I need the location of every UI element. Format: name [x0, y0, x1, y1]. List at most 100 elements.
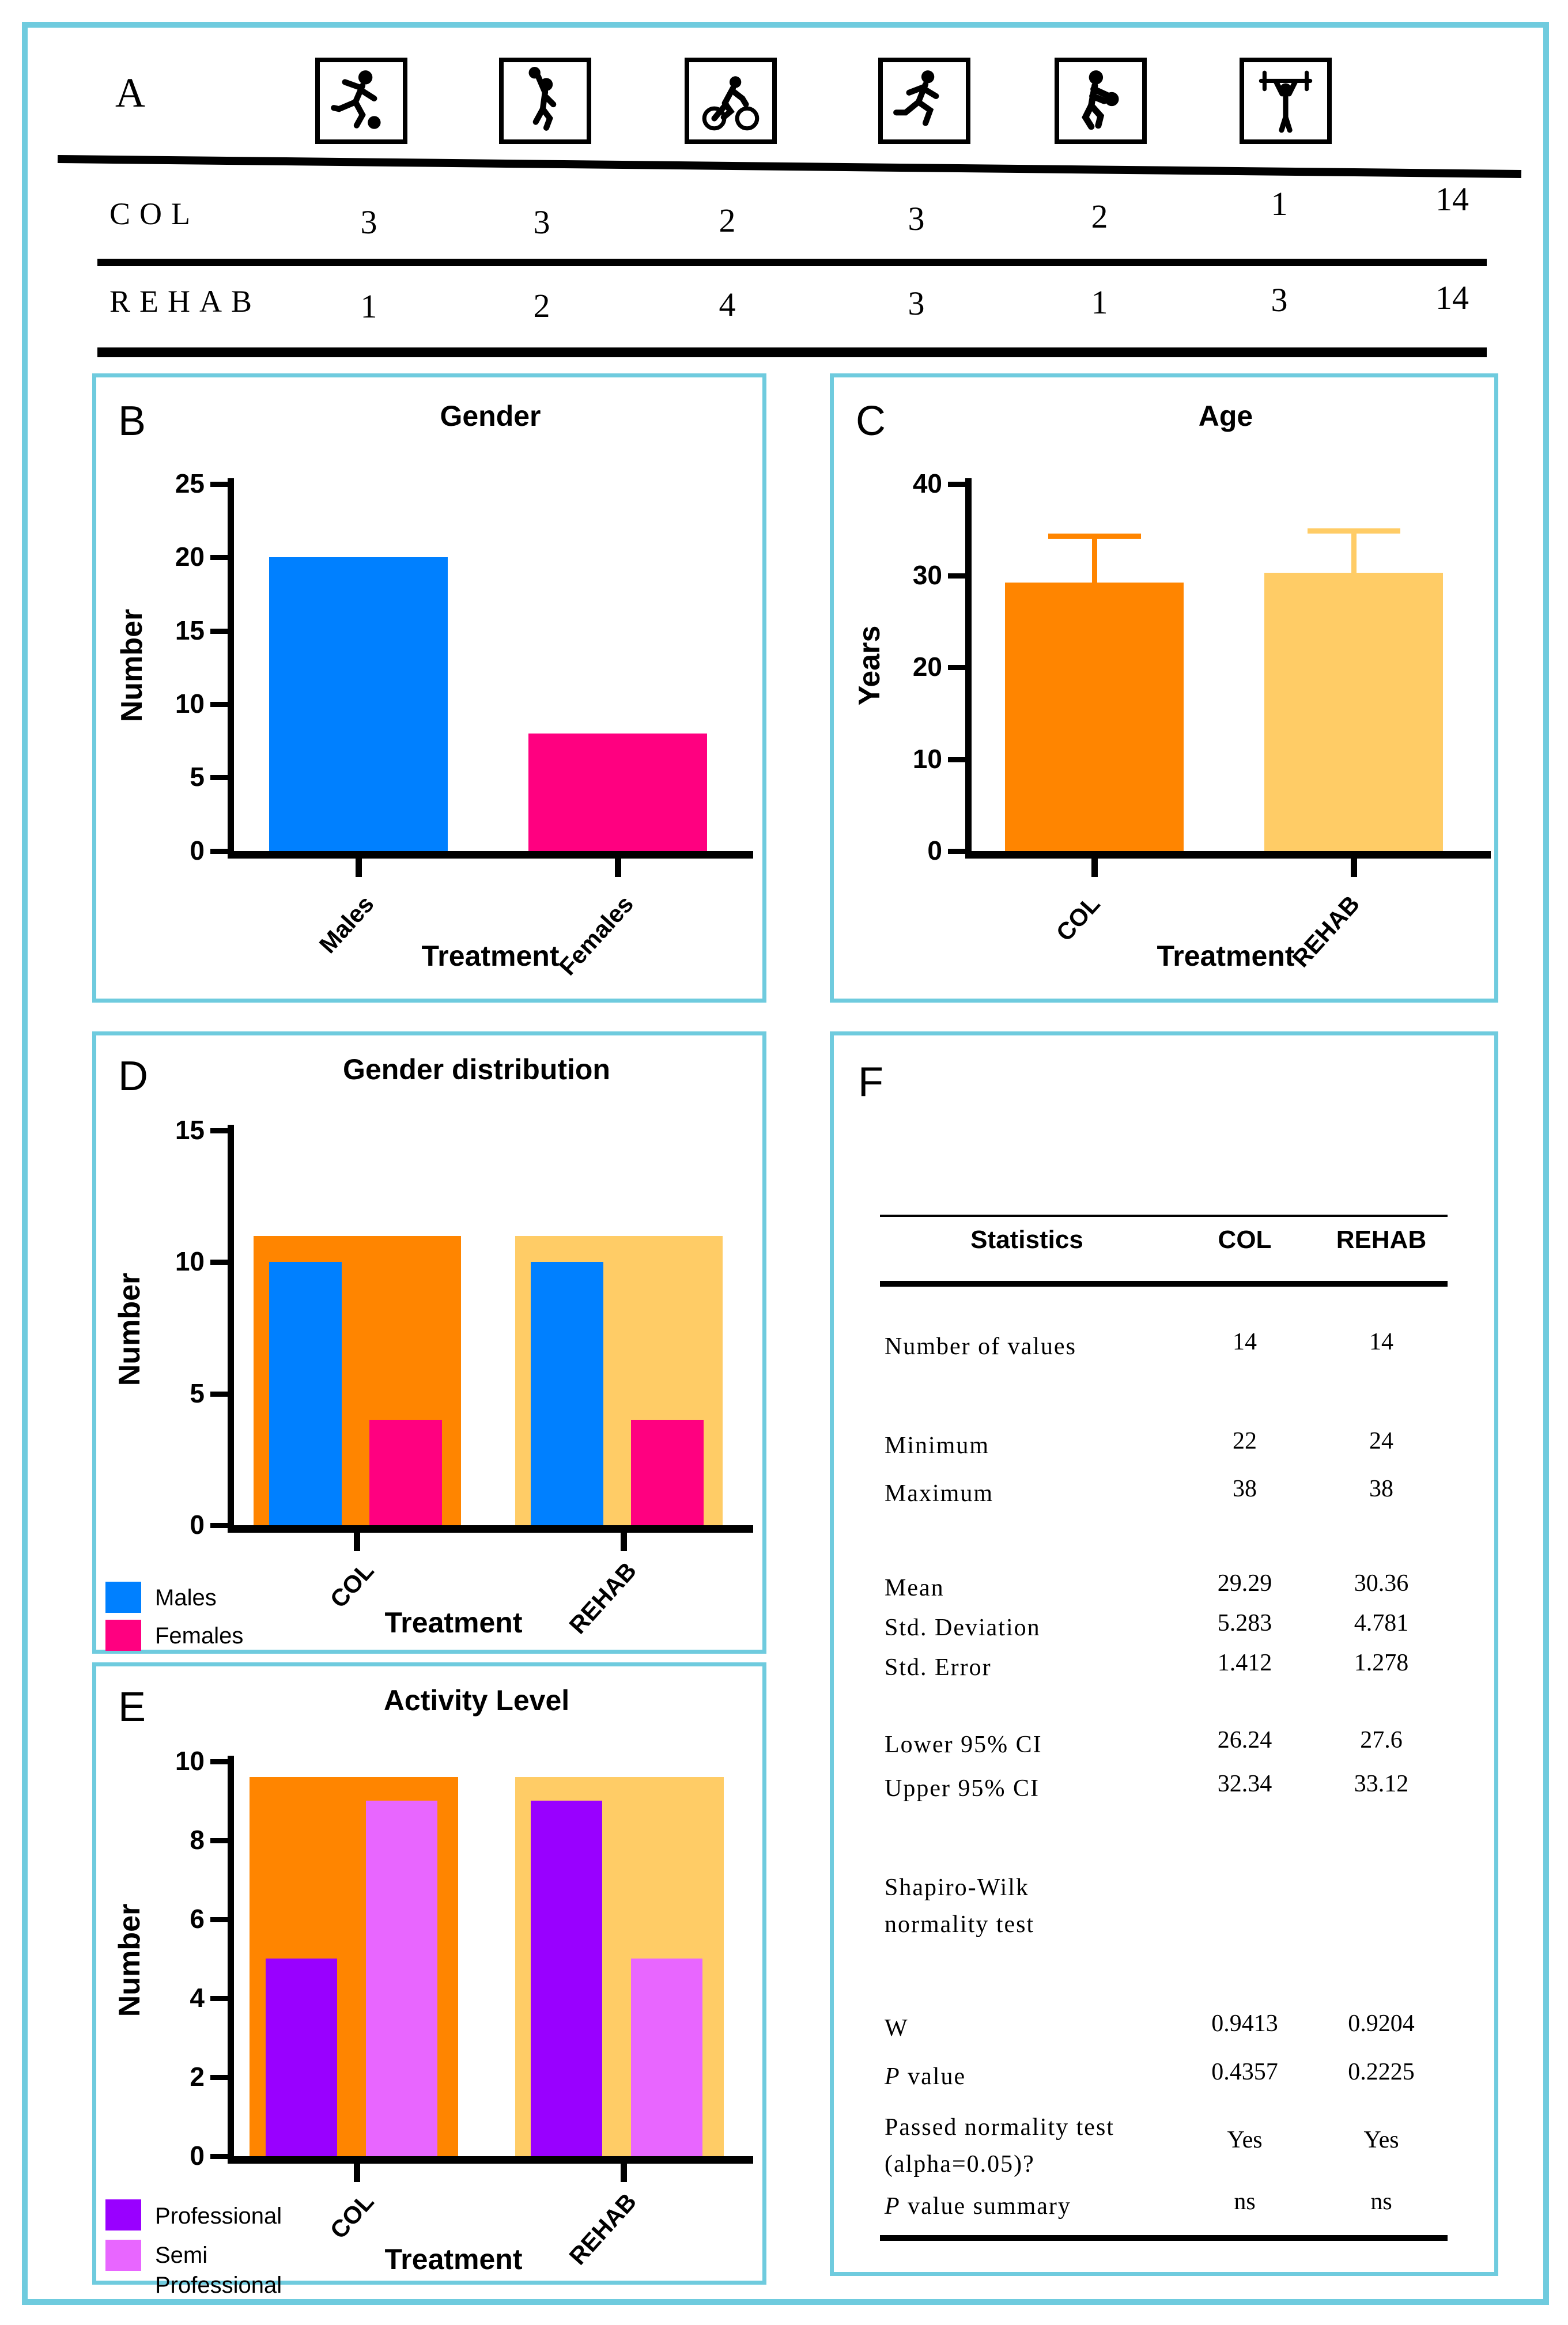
y-tick-label: 25	[175, 468, 205, 498]
stats-value: Yes	[1363, 2127, 1399, 2153]
table-cell: 1	[1271, 185, 1288, 222]
stats-value: 30.36	[1354, 1570, 1409, 1597]
x-category-label: Females	[553, 890, 638, 981]
y-tick	[210, 1917, 228, 1922]
x-tick	[621, 2164, 627, 2182]
y-tick-label: 20	[175, 542, 205, 572]
y-tick	[210, 1128, 228, 1133]
bar-col	[1005, 583, 1184, 851]
y-tick	[210, 702, 228, 707]
table-cell: 3	[1271, 281, 1288, 319]
y-tick	[210, 1523, 228, 1528]
table-cell: 1	[1091, 283, 1108, 321]
sport-icon-box	[315, 58, 407, 144]
panel-b-letter: B	[118, 398, 146, 444]
stats-value: 14	[1233, 1329, 1257, 1355]
bar-professional-rehab	[531, 1801, 602, 2156]
stats-row-label: Minimum	[885, 1432, 990, 1459]
panel-f-letter: F	[858, 1059, 883, 1105]
table-cell: 3	[908, 285, 925, 322]
y-axis	[228, 478, 234, 857]
y-tick	[210, 1838, 228, 1843]
x-category-label: REHAB	[1287, 890, 1365, 973]
x-category-label: COL	[324, 2188, 379, 2244]
stats-row-label: P value summary	[885, 2193, 1071, 2220]
y-tick	[210, 1759, 228, 1764]
y-tick	[210, 629, 228, 634]
stats-table-top-rule	[880, 1215, 1448, 1217]
y-tick-label: 15	[175, 1115, 205, 1145]
x-axis	[228, 1525, 753, 1533]
stats-value: 0.9204	[1348, 2010, 1415, 2037]
stats-value: Yes	[1227, 2127, 1263, 2153]
soccer-player-icon	[331, 70, 381, 129]
y-tick	[210, 2075, 228, 2080]
panel-d-gender-distribution-chart: D Gender distribution Number 15 10 5 0 C…	[92, 1031, 766, 1654]
x-tick	[621, 1533, 627, 1551]
stats-value: 27.6	[1360, 1727, 1403, 1753]
stats-row-label: Maximum	[885, 1480, 993, 1507]
y-tick-label: 5	[190, 1378, 205, 1408]
stats-header-statistics: Statistics	[970, 1226, 1083, 1254]
table-cell: 14	[1435, 180, 1469, 218]
bar-semi-professional-rehab	[631, 1959, 702, 2156]
y-tick	[210, 1260, 228, 1265]
panel-a-letter: A	[115, 70, 145, 116]
table-cell: 4	[719, 286, 736, 323]
table-cell: 2	[719, 202, 736, 239]
stats-row-label: Lower 95% CI	[885, 1732, 1042, 1758]
panel-e-letter: E	[118, 1684, 146, 1730]
bar-males-rehab	[531, 1262, 603, 1525]
y-tick-label: 4	[190, 1983, 205, 2013]
chart-title: Age	[1198, 400, 1253, 432]
bar-females-rehab	[631, 1420, 704, 1525]
panel-e-activity-level-chart: E Activity Level Number 10 8 6 4 2 0 COL…	[92, 1662, 766, 2298]
table-top-rule	[57, 155, 1522, 178]
stats-value: 4.781	[1354, 1610, 1409, 1636]
volleyball-player-icon	[528, 67, 557, 131]
stats-row-label: Std. Deviation	[885, 1615, 1041, 1641]
stats-value: 32.34	[1217, 1771, 1272, 1797]
y-axis-label: Number	[113, 1272, 146, 1386]
x-category-label: COL	[324, 1557, 379, 1613]
table-row-label-col: COL	[109, 196, 199, 231]
y-tick-label: 8	[190, 1825, 205, 1855]
table-cell: 3	[533, 203, 550, 241]
bar-rehab	[1264, 573, 1443, 851]
y-tick-label: 40	[912, 468, 942, 498]
figure-border	[22, 22, 1549, 2305]
y-tick-label: 10	[912, 744, 942, 774]
stats-header-rehab: REHAB	[1336, 1226, 1427, 1254]
x-category-label: REHAB	[564, 1557, 641, 1639]
panel-c-age-chart: C Age Years 40 30 20 10 0 COL REHAB Trea…	[830, 373, 1498, 1003]
stats-row-label: Mean	[885, 1575, 944, 1601]
y-tick	[948, 849, 965, 854]
stats-row-label: W	[885, 2015, 909, 2042]
sport-icon-box	[685, 58, 777, 144]
x-category-label: Males	[313, 890, 379, 959]
y-tick	[948, 757, 965, 762]
legend-swatch-semi-professional	[105, 2240, 141, 2271]
legend-swatch-professional	[105, 2199, 141, 2231]
y-tick	[210, 1996, 228, 2001]
x-tick	[354, 1533, 360, 1551]
x-tick	[356, 859, 362, 877]
table-cell: 14	[1435, 279, 1469, 316]
stats-value: 38	[1369, 1476, 1393, 1502]
legend-label-females: Females	[155, 1623, 244, 1649]
x-tick	[615, 859, 621, 877]
stats-value: 1.412	[1217, 1650, 1272, 1676]
x-axis-label: Treatment	[1157, 940, 1295, 972]
y-tick	[948, 665, 965, 670]
stats-table-bottom-rule	[880, 2235, 1448, 2241]
y-tick	[210, 775, 228, 780]
y-axis	[228, 1125, 234, 1525]
y-tick-label: 0	[190, 2141, 205, 2171]
stats-value: 38	[1233, 1476, 1257, 1502]
stats-value: 5.283	[1217, 1610, 1272, 1636]
bar-females	[528, 734, 707, 851]
stats-row-label: Number of values	[885, 1333, 1076, 1360]
y-tick-label: 10	[175, 1746, 205, 1776]
y-tick	[210, 849, 228, 854]
